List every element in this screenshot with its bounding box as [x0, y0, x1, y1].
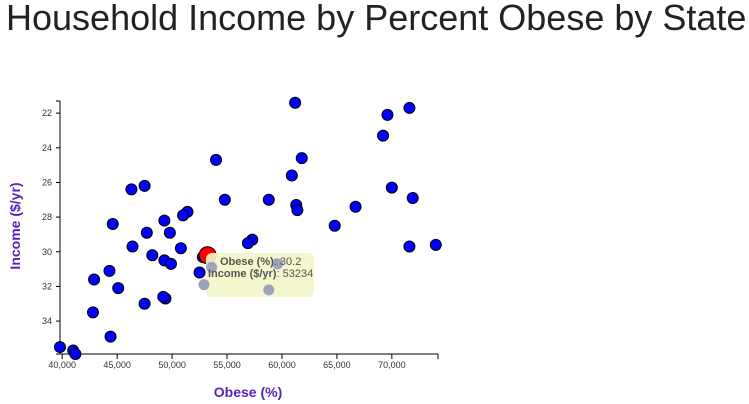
faded-data-point — [272, 258, 284, 270]
data-point[interactable] — [193, 266, 206, 279]
data-point[interactable] — [104, 330, 117, 343]
data-point[interactable] — [103, 264, 116, 277]
data-point[interactable] — [177, 209, 190, 222]
data-point[interactable] — [289, 96, 302, 109]
data-point[interactable] — [262, 193, 275, 206]
tooltip-x-key: Obese (%) — [220, 256, 274, 268]
y-tick-label: 22 — [42, 108, 52, 118]
data-point[interactable] — [403, 101, 416, 114]
data-point[interactable] — [406, 192, 419, 205]
data-points — [54, 96, 442, 360]
data-point[interactable] — [429, 238, 442, 251]
data-point[interactable] — [218, 193, 231, 206]
data-point[interactable] — [69, 348, 82, 360]
y-tick-label: 24 — [42, 143, 52, 153]
tooltip-x-line: Obese (%): 30.2 — [220, 256, 301, 268]
tooltip-background — [206, 253, 314, 297]
chart-title: Household Income by Percent Obese by Sta… — [6, 0, 747, 38]
tooltip: Obese (%): 30.2 Income ($/yr): 53234 — [198, 253, 314, 297]
data-point[interactable] — [138, 179, 151, 192]
faded-data-point — [198, 279, 210, 291]
y-tick-label: 28 — [42, 212, 52, 222]
data-point[interactable] — [163, 226, 176, 239]
tooltip-y-key: Income ($/yr) — [208, 268, 277, 280]
tooltip-y-value: 53234 — [283, 268, 314, 280]
x-tick-label: 60,000 — [268, 360, 296, 370]
data-point[interactable] — [125, 183, 138, 196]
data-point[interactable] — [106, 218, 119, 231]
data-point[interactable] — [54, 341, 66, 354]
y-ticks: 22 24 26 28 30 32 34 — [42, 100, 60, 355]
x-axis-title: Obese (%) — [214, 384, 282, 400]
tooltip-x-value: 30.2 — [280, 256, 301, 268]
faded-data-point — [206, 261, 218, 273]
data-point[interactable] — [140, 226, 153, 239]
x-tick-label: 55,000 — [213, 360, 241, 370]
data-point[interactable] — [86, 306, 99, 319]
x-tick-label: 65,000 — [323, 360, 351, 370]
y-tick-label: 34 — [42, 316, 52, 326]
data-point[interactable] — [88, 273, 101, 286]
x-tick-label: 40,000 — [48, 360, 76, 370]
y-tick-label: 32 — [42, 281, 52, 291]
faded-points — [198, 258, 284, 296]
data-point[interactable] — [291, 204, 304, 217]
data-point[interactable] — [164, 257, 177, 270]
data-point[interactable] — [349, 200, 362, 213]
data-point[interactable] — [174, 242, 187, 255]
data-point[interactable] — [241, 237, 254, 250]
data-point[interactable] — [295, 152, 308, 165]
data-point[interactable] — [126, 240, 139, 253]
y-tick-label: 26 — [42, 177, 52, 187]
data-point[interactable] — [158, 214, 171, 227]
data-point[interactable] — [112, 282, 125, 295]
data-point[interactable] — [403, 240, 416, 253]
data-point[interactable] — [138, 297, 151, 310]
data-point[interactable] — [146, 249, 159, 262]
x-tick-label: 45,000 — [103, 360, 131, 370]
y-axis-title: Income ($/yr) — [7, 182, 23, 269]
faded-data-point — [263, 284, 275, 296]
x-tick-label: 50,000 — [158, 360, 186, 370]
y-tick-label: 30 — [42, 247, 52, 257]
axes — [59, 101, 438, 355]
data-point[interactable] — [328, 219, 341, 232]
data-point[interactable] — [210, 153, 223, 166]
data-point[interactable] — [385, 181, 398, 194]
x-ticks: 40,000 45,000 50,000 55,000 60,000 65,000 70,0… — [48, 354, 439, 370]
data-point[interactable] — [285, 169, 298, 182]
data-point[interactable] — [377, 129, 390, 142]
tooltip-y-line: Income ($/yr): 53234 — [208, 268, 313, 280]
data-point[interactable] — [157, 290, 170, 303]
x-tick-label: 70,000 — [378, 360, 406, 370]
data-point[interactable] — [381, 108, 394, 121]
